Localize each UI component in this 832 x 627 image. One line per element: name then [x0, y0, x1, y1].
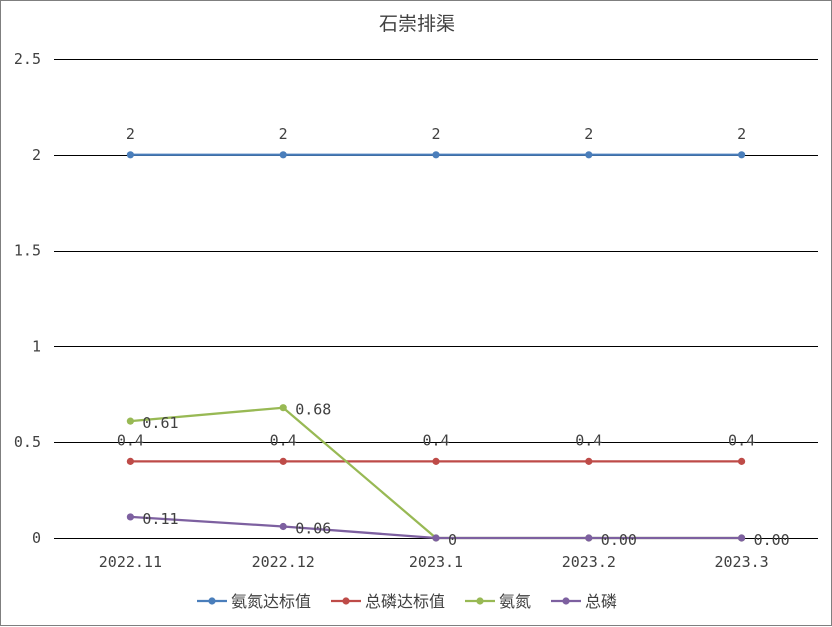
data-point	[126, 513, 134, 521]
data-point	[738, 457, 746, 465]
legend-swatch-marker	[342, 597, 350, 605]
x-tick-label: 2023.3	[715, 553, 769, 571]
y-tick-label: 1.5	[14, 242, 41, 260]
y-tick-label: 0	[32, 529, 41, 547]
data-label: 0.4	[728, 431, 755, 449]
data-point	[585, 151, 593, 159]
data-label: 0.4	[422, 431, 449, 449]
data-label: 0.11	[142, 510, 178, 528]
x-tick-label: 2023.2	[562, 553, 616, 571]
legend-item: 总磷达标值	[331, 592, 445, 611]
data-label: 0.06	[295, 520, 331, 538]
x-tick-label: 2023.1	[409, 553, 463, 571]
legend-swatch-marker	[208, 597, 216, 605]
data-label: 0.61	[142, 414, 178, 432]
data-point	[279, 457, 287, 465]
data-label: 0.00	[601, 531, 637, 549]
data-point	[279, 522, 287, 531]
data-label: 0	[448, 531, 457, 549]
x-tick-label: 2022.11	[99, 553, 162, 571]
legend-label: 总磷	[585, 592, 617, 611]
data-label: 2	[431, 125, 440, 143]
legend-swatch-marker	[476, 597, 484, 605]
data-point	[279, 151, 287, 159]
y-tick-label: 2.5	[14, 50, 41, 68]
data-label: 2	[737, 125, 746, 143]
y-tick-label: 0.5	[14, 433, 41, 451]
legend-label: 氨氮	[499, 592, 531, 611]
legend: 氨氮达标值 总磷达标值 氨氮 总磷	[197, 592, 617, 611]
data-point	[585, 534, 593, 542]
data-label: 0.00	[754, 531, 790, 549]
series-layer	[126, 151, 746, 542]
legend-item: 氨氮	[465, 592, 531, 611]
data-point	[432, 457, 440, 465]
series-line-2	[130, 406, 742, 540]
data-point	[126, 457, 134, 465]
data-point	[585, 457, 593, 465]
data-label: 0.4	[270, 431, 297, 449]
data-point	[738, 534, 746, 542]
data-point	[432, 151, 440, 159]
data-point	[738, 151, 746, 159]
legend-item: 氨氮达标值	[197, 592, 311, 611]
data-labels: 2 2 2 2 20.4 0.4 0.4 0.4 0.40.610.6800.110.060.0…	[117, 125, 790, 549]
data-label: 2	[279, 125, 288, 143]
y-tick-label: 2	[32, 146, 41, 164]
x-tick-label: 2022.12	[252, 553, 315, 571]
legend-label: 总磷达标值	[365, 592, 445, 611]
data-point	[279, 404, 287, 412]
data-label: 2	[584, 125, 593, 143]
data-label: 0.4	[575, 431, 602, 449]
chart-title: 石崇排渠	[379, 13, 455, 35]
data-label: 0.4	[117, 431, 144, 449]
legend-swatch-marker	[562, 597, 570, 605]
data-label: 0.68	[295, 401, 331, 419]
y-tick-label: 1	[32, 337, 41, 355]
data-point	[126, 151, 134, 159]
data-point	[432, 534, 440, 542]
legend-label: 氨氮达标值	[231, 592, 311, 611]
legend-item: 总磷	[551, 592, 617, 611]
y-axis-ticks: 0 0.5 1 1.5 2 2.5	[14, 50, 41, 547]
x-axis-ticks: 2022.11 2022.12 2023.1 2023.2 2023.3	[99, 553, 769, 571]
data-point	[126, 417, 134, 425]
data-label: 2	[126, 125, 135, 143]
